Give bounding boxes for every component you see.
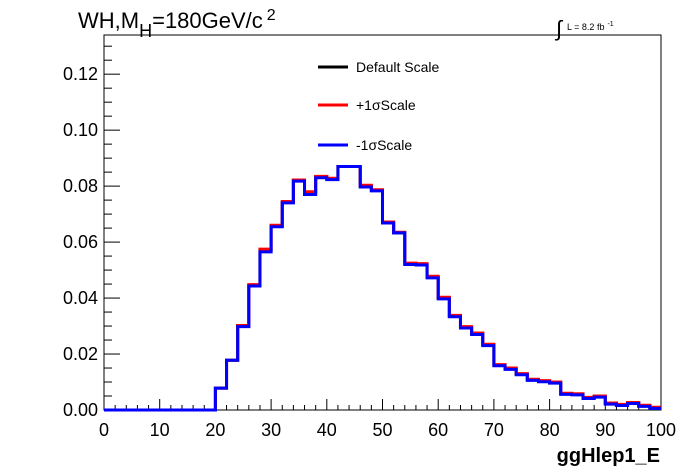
x-tick-label: 60 [428, 420, 448, 440]
x-tick-label: 0 [99, 420, 109, 440]
luminosity-label: L = 8.2 fb -1 [567, 21, 614, 32]
x-tick-label: 80 [540, 420, 560, 440]
x-tick-label: 70 [484, 420, 504, 440]
y-tick-label: 0.08 [63, 176, 98, 196]
x-tick-label: 20 [205, 420, 225, 440]
y-tick-label: 0.12 [63, 64, 98, 84]
legend-label-default: Default Scale [356, 59, 439, 75]
series-layer [104, 165, 661, 412]
integral-symbol: ∫ [554, 16, 564, 41]
x-tick-label: 50 [372, 420, 392, 440]
y-tick-label: 0.10 [63, 120, 98, 140]
y-tick-label: 0.02 [63, 344, 98, 364]
x-tick-label: 90 [595, 420, 615, 440]
y-tick-label: 0.00 [63, 400, 98, 420]
chart-title: WH,MH=180GeV/c 2 [78, 7, 276, 41]
legend-label-minus: -1σScale [356, 137, 412, 153]
x-tick-label: 30 [261, 420, 281, 440]
y-axis-ticks: 0.00 0.02 0.04 0.06 0.08 0.10 0.12 [63, 45, 120, 420]
x-tick-label: 40 [317, 420, 337, 440]
x-tick-label: 10 [150, 420, 170, 440]
y-tick-label: 0.06 [63, 232, 98, 252]
legend: Default Scale +1σScale -1σScale [318, 59, 439, 153]
y-tick-label: 0.04 [63, 288, 98, 308]
series-line-2 [104, 165, 661, 412]
x-tick-label: 100 [646, 420, 676, 440]
legend-label-plus: +1σScale [356, 97, 416, 113]
x-axis-title: ggHlep1_E [557, 445, 660, 467]
x-axis-ticks: 0 10 20 30 40 50 60 70 80 90 100 [99, 399, 676, 440]
